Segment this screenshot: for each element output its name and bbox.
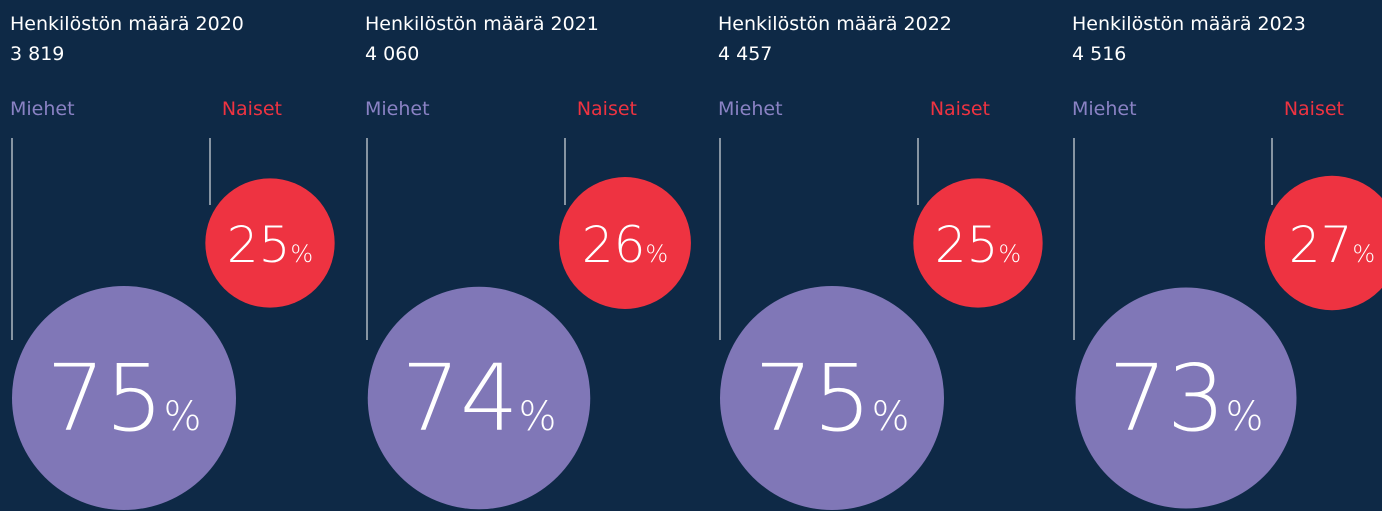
percent-sign: % [1352, 240, 1375, 268]
panel-title: Henkilöstön määrä 2021 [365, 13, 599, 35]
women-bubble [913, 178, 1043, 308]
panel-total: 4 457 [718, 43, 772, 65]
men-bubble [367, 286, 591, 510]
men-label: Miehet [1072, 98, 1137, 120]
panel-total: 3 819 [10, 43, 64, 65]
panel: Henkilöstön määrä 2023 4 516 Miehet Naiset 2… [1072, 13, 1382, 509]
men-value: 75% [754, 345, 909, 452]
women-bubble [1264, 175, 1382, 311]
men-value: 74% [401, 345, 556, 452]
panel: Henkilöstön määrä 2022 4 457 Miehet Naiset 2… [718, 13, 1043, 510]
panel: Henkilöstön määrä 2021 4 060 Miehet Naiset 2… [365, 13, 691, 510]
women-value: 26% [582, 216, 668, 274]
panel-title: Henkilöstön määrä 2023 [1072, 13, 1306, 35]
men-value: 73% [1108, 345, 1263, 452]
men-label: Miehet [10, 98, 75, 120]
panel-title: Henkilöstön määrä 2020 [10, 13, 244, 35]
men-bubble [1075, 287, 1297, 509]
women-number: 26 [582, 216, 646, 274]
panel-title: Henkilöstön määrä 2022 [718, 13, 952, 35]
women-value: 25% [935, 216, 1021, 274]
percent-sign: % [1226, 394, 1264, 440]
women-value: 25% [227, 216, 313, 274]
percent-sign: % [998, 240, 1021, 268]
panel: Henkilöstön määrä 2020 3 819 Miehet Naiset 2… [10, 13, 335, 510]
panel-total: 4 516 [1072, 43, 1126, 65]
women-bubble [205, 178, 335, 308]
women-number: 27 [1289, 216, 1353, 274]
panel-total: 4 060 [365, 43, 419, 65]
men-bubble [720, 286, 944, 510]
women-label: Naiset [222, 98, 282, 120]
women-label: Naiset [1284, 98, 1344, 120]
men-number: 75 [46, 345, 163, 452]
women-number: 25 [935, 216, 999, 274]
men-number: 73 [1108, 345, 1225, 452]
men-value: 75% [46, 345, 201, 452]
percent-sign: % [872, 394, 910, 440]
men-number: 75 [754, 345, 871, 452]
women-bubble [559, 177, 691, 309]
women-label: Naiset [577, 98, 637, 120]
women-label: Naiset [930, 98, 990, 120]
women-number: 25 [227, 216, 291, 274]
percent-sign: % [645, 240, 668, 268]
men-number: 74 [401, 345, 518, 452]
women-value: 27% [1289, 216, 1375, 274]
men-label: Miehet [718, 98, 783, 120]
men-label: Miehet [365, 98, 430, 120]
percent-sign: % [519, 394, 557, 440]
percent-sign: % [164, 394, 202, 440]
men-bubble [12, 286, 236, 510]
percent-sign: % [290, 240, 313, 268]
